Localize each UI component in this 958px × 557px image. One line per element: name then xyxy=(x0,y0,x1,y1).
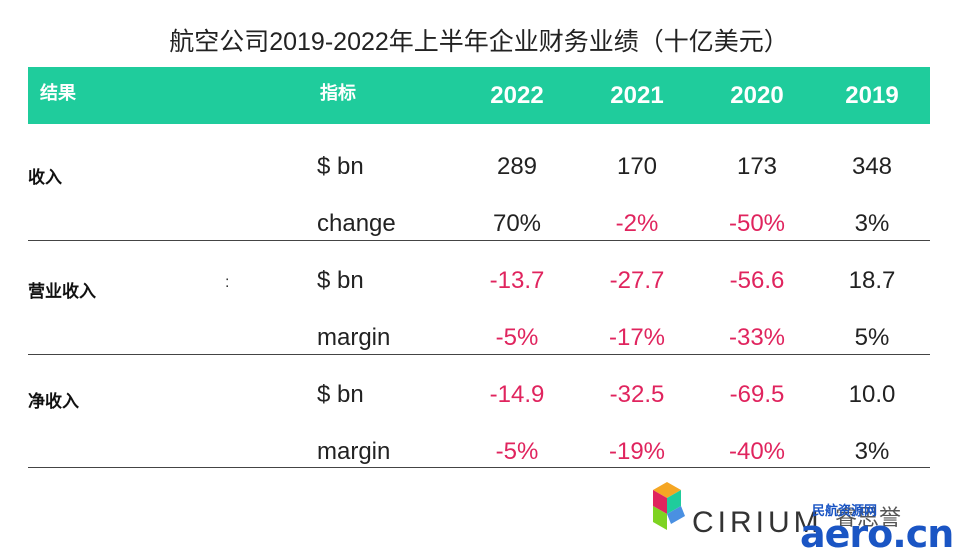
row-metric: change xyxy=(317,210,396,237)
group-name: 营业收入 xyxy=(28,282,96,301)
row-metric: margin xyxy=(317,438,391,465)
cell-value: -33% xyxy=(728,324,786,351)
cell-value: -56.6 xyxy=(729,267,785,294)
cirium-brand-cn: 睿思誉 xyxy=(835,506,902,531)
table-header: 结果 指标 2022 2021 2020 2019 xyxy=(28,67,930,124)
cell-value: 3% xyxy=(854,210,890,237)
header-metric: 指标 xyxy=(320,83,356,103)
cell-value: -19% xyxy=(608,438,666,465)
cell-value: 5% xyxy=(854,324,890,351)
header-results: 结果 xyxy=(40,83,76,103)
aero-watermark: aero.cn xyxy=(800,512,954,556)
cirium-logo-icon xyxy=(653,482,685,530)
cell-value: -5% xyxy=(495,438,539,465)
cell-value: -69.5 xyxy=(729,381,785,408)
cell-value: 70% xyxy=(492,210,542,237)
cell-value: -50% xyxy=(728,210,786,237)
group-divider xyxy=(28,240,930,241)
cell-value: 289 xyxy=(496,153,538,180)
header-year-2020: 2020 xyxy=(730,82,784,109)
row-metric: $ bn xyxy=(317,153,364,180)
page-title: 航空公司2019-2022年上半年企业财务业绩（十亿美元） xyxy=(169,28,789,56)
group-name: 收入 xyxy=(28,168,62,187)
watermark-subtitle: 民航资源网 xyxy=(812,504,878,519)
group-divider xyxy=(28,467,930,468)
group-marker: : xyxy=(225,274,230,291)
group-divider xyxy=(28,354,930,355)
group-name: 净收入 xyxy=(28,392,79,411)
cell-value: -5% xyxy=(495,324,539,351)
cell-value: 170 xyxy=(616,153,658,180)
cell-value: 3% xyxy=(854,438,890,465)
cell-value: -27.7 xyxy=(609,267,665,294)
cell-value: -13.7 xyxy=(489,267,545,294)
cell-value: 10.0 xyxy=(848,381,896,408)
cirium-brand-text: CIRIUM xyxy=(692,506,823,539)
row-metric: $ bn xyxy=(317,267,364,294)
cell-value: 348 xyxy=(851,153,893,180)
header-year-2019: 2019 xyxy=(845,82,899,109)
row-metric: margin xyxy=(317,324,391,351)
header-year-2022: 2022 xyxy=(490,82,544,109)
cell-value: -14.9 xyxy=(489,381,545,408)
cell-value: 18.7 xyxy=(848,267,896,294)
cell-value: -32.5 xyxy=(609,381,665,408)
cell-value: 173 xyxy=(736,153,778,180)
row-metric: $ bn xyxy=(317,381,364,408)
cell-value: -2% xyxy=(615,210,659,237)
cell-value: -40% xyxy=(728,438,786,465)
header-year-2021: 2021 xyxy=(610,82,664,109)
cell-value: -17% xyxy=(608,324,666,351)
